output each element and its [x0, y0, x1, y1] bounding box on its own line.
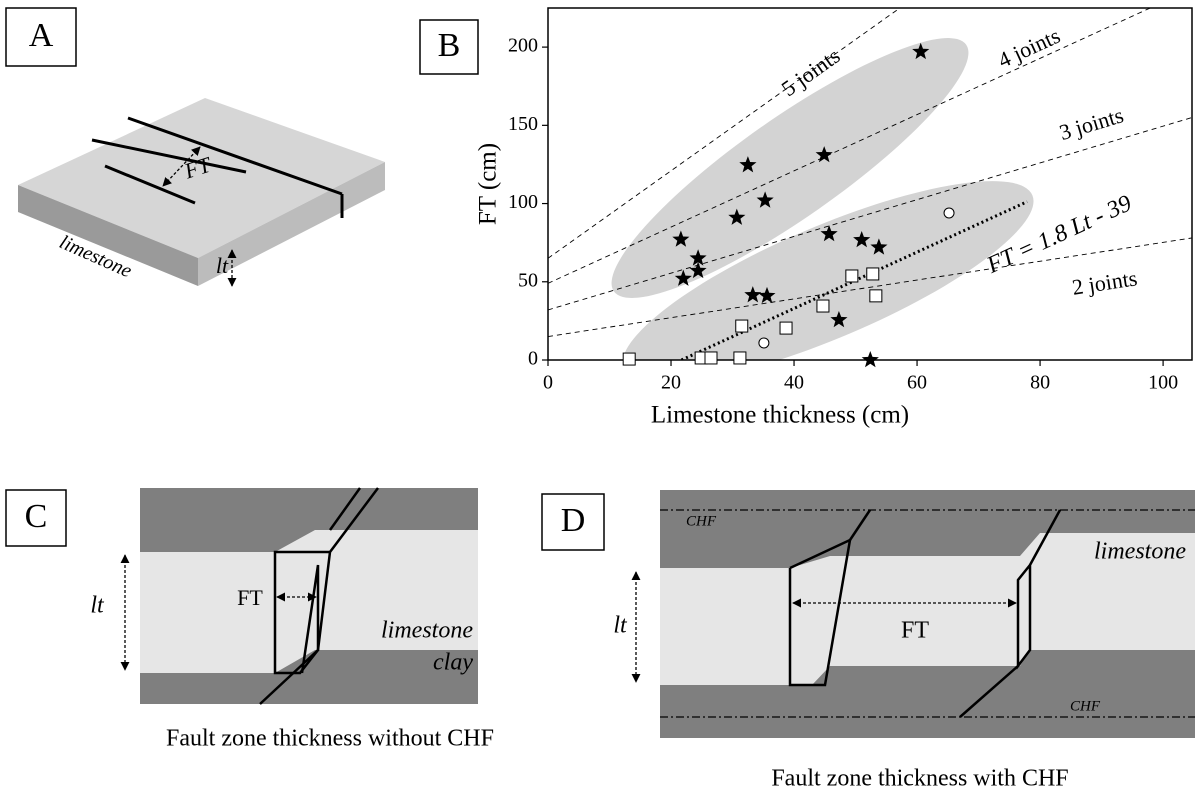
panel-label: C	[25, 498, 48, 535]
block-front	[18, 185, 198, 286]
star-point	[870, 238, 888, 255]
circle-point	[943, 207, 955, 219]
star-point	[756, 191, 774, 208]
square-point	[869, 289, 883, 303]
caption: Fault zone thickness without CHF	[166, 726, 494, 752]
y-axis-label: FT (cm)	[475, 143, 502, 225]
square-point	[866, 267, 880, 281]
star-point	[815, 146, 833, 163]
reference-line	[548, 117, 1192, 311]
fault	[788, 537, 852, 687]
fault	[1016, 509, 1062, 670]
block-top	[18, 98, 385, 258]
square-point	[816, 299, 830, 313]
star-point	[861, 351, 879, 368]
x-axis-label: Limestone thickness (cm)	[651, 402, 909, 429]
y-tick-label: 50	[518, 269, 538, 291]
panel-c: C FT lt limestone clay Fault zone thickn…	[5, 487, 494, 752]
square-point	[733, 351, 747, 365]
x-tick-label: 100	[1148, 372, 1178, 394]
thickness-label: lt	[216, 253, 229, 278]
x-tick-label: 80	[1030, 372, 1050, 394]
y-tick-label: 150	[508, 113, 538, 135]
star-point	[689, 249, 707, 266]
caption: Fault zone thickness with CHF	[771, 766, 1068, 792]
rock-label: limestone	[381, 618, 473, 644]
square-point	[845, 269, 859, 283]
square-point	[704, 351, 718, 365]
panel-label-box	[419, 19, 479, 75]
fault	[959, 665, 1019, 718]
square-point	[779, 321, 793, 335]
fault-trace	[104, 164, 196, 205]
ft-label: FT	[901, 618, 929, 644]
rock-label: clay	[433, 650, 473, 676]
x-tick-label: 20	[661, 372, 681, 394]
chf-label: CHF	[686, 513, 717, 529]
fault	[848, 509, 872, 541]
ft-label: FT	[237, 585, 263, 610]
fault	[273, 487, 379, 675]
star-point	[728, 208, 746, 225]
fault	[259, 564, 320, 705]
panel-a: A FT limestone lt	[5, 7, 385, 287]
reference-label: 3 joints	[1056, 102, 1126, 145]
x-tick-label: 60	[907, 372, 927, 394]
panel-label: D	[561, 502, 586, 539]
rock-label: limestone	[1094, 539, 1186, 565]
fault-trace	[127, 116, 343, 196]
star-point	[912, 42, 930, 60]
reference-label: 2 joints	[1070, 265, 1138, 300]
cluster-region	[611, 38, 969, 298]
square-point	[622, 352, 636, 366]
star-point	[758, 286, 776, 304]
reference-line	[548, 8, 1151, 284]
panel-label: B	[438, 27, 461, 64]
panel-b: B Limestone thickness (cm) FT (cm) 0 20 40…	[419, 7, 1193, 429]
star-point	[820, 225, 838, 242]
star-point	[689, 261, 707, 279]
panel-label: A	[29, 17, 54, 54]
star-point	[739, 156, 757, 173]
y-tick-label: 200	[508, 35, 538, 57]
thickness-label: lt	[613, 613, 628, 639]
star-point	[674, 269, 692, 286]
limestone-layer	[660, 533, 1195, 685]
panel-d: D FT lt limestone CHF CHF Fault zone thi…	[541, 490, 1195, 792]
star-point	[853, 231, 871, 248]
x-tick-label: 0	[543, 372, 553, 394]
star-point	[672, 230, 690, 247]
panel-label-box	[5, 7, 77, 67]
cluster-region	[622, 181, 1034, 360]
reference-line	[548, 237, 1192, 337]
fault	[328, 487, 362, 531]
panel-label-box	[541, 493, 605, 551]
thickness-label: lt	[90, 593, 105, 619]
ft-arrow	[162, 146, 201, 187]
reference-label: 4 joints	[994, 23, 1064, 73]
star-point	[830, 311, 848, 328]
circle-point	[758, 337, 770, 349]
panel-label-box	[5, 489, 67, 547]
star-point	[744, 286, 762, 303]
square-point	[735, 319, 749, 333]
y-tick-label: 0	[528, 348, 538, 370]
chf-label: CHF	[1070, 698, 1101, 714]
x-tick-label: 40	[784, 372, 804, 394]
y-tick-label: 100	[508, 191, 538, 213]
